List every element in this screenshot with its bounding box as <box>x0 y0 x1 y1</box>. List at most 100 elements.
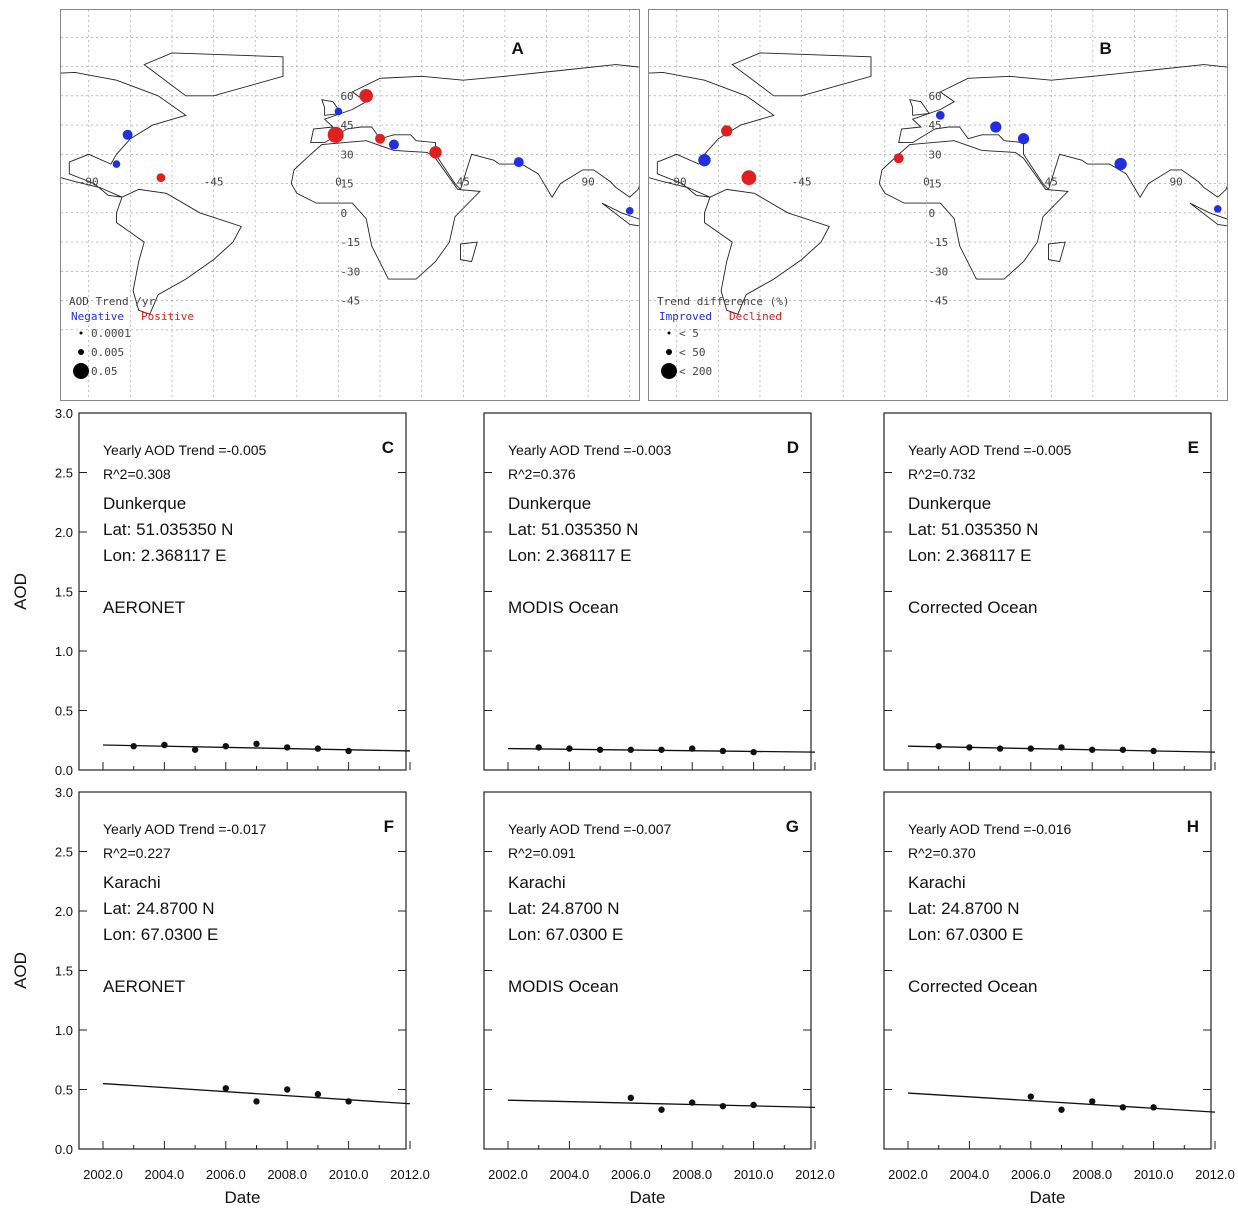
x-tick-label: 2002.0 <box>488 1167 528 1182</box>
legend-size-label: < 50 <box>679 346 706 359</box>
data-point <box>596 746 604 753</box>
site-lon: Lon: 2.368117 E <box>508 546 632 565</box>
y-axis-title: AOD <box>11 573 30 610</box>
lat-label: 15 <box>340 178 353 191</box>
coastline <box>116 188 242 315</box>
chart-panel-f: 0.0 0.5 1.0 1.5 2.0 2.5 3.0 2002.0 2004.0 2006.0 2… <box>11 785 430 1207</box>
data-point <box>284 744 291 751</box>
y-tick-label: 1.5 <box>55 585 73 600</box>
lat-label: 30 <box>340 148 353 161</box>
coastline <box>61 71 187 198</box>
trend-annotation: Yearly AOD Trend =-0.007 <box>508 821 672 837</box>
lon-label: 90 <box>582 176 595 189</box>
data-point <box>1089 746 1096 753</box>
coastline <box>1048 241 1066 263</box>
data-source: MODIS Ocean <box>508 977 619 996</box>
site-marker <box>156 173 166 183</box>
x-tick-label: 2008.0 <box>267 1167 307 1182</box>
data-point <box>1150 1104 1157 1111</box>
legend-size-label: < 5 <box>679 327 699 340</box>
site-lat: Lat: 51.035350 N <box>103 520 233 539</box>
world-map: -135-90-4504590135180604530150-15-30-45B… <box>649 10 1227 400</box>
r2-annotation: R^2=0.091 <box>508 845 576 861</box>
lat-label: 15 <box>928 178 941 191</box>
coastline <box>898 64 1227 199</box>
y-tick-label: 1.5 <box>55 964 73 979</box>
data-point <box>689 1099 696 1106</box>
data-point <box>658 746 665 753</box>
data-point <box>284 1086 291 1093</box>
site-lat: Lat: 24.8700 N <box>508 899 620 918</box>
trend-line <box>507 1099 816 1108</box>
y-tick-label: 2.5 <box>55 466 73 481</box>
site-marker <box>327 126 344 143</box>
trend-line <box>907 1092 1216 1113</box>
trend-annotation: Yearly AOD Trend =-0.017 <box>103 821 267 837</box>
legend-size-label: 0.05 <box>91 365 118 378</box>
chart-panel-g: 2002.0 2004.0 2006.0 2008.0 2010.0 2012.0 Year… <box>483 791 835 1207</box>
x-tick-label: 2002.0 <box>888 1167 928 1182</box>
data-point <box>750 1101 757 1109</box>
lat-label: 45 <box>340 119 353 132</box>
lon-label: 45 <box>457 176 470 189</box>
lat-label: -30 <box>340 265 360 278</box>
data-point <box>191 746 199 753</box>
site-name: Karachi <box>103 873 161 892</box>
lon-label: 0 <box>335 176 342 189</box>
data-point <box>719 1102 727 1110</box>
panel-label: C <box>382 438 394 457</box>
world-map: -135-90-4504590135180604530150-15-30-45A… <box>61 10 639 400</box>
lon-label: 45 <box>1045 176 1058 189</box>
lat-label: -15 <box>340 236 360 249</box>
lat-label: -15 <box>928 236 948 249</box>
x-tick-label: 2002.0 <box>83 1167 123 1182</box>
x-axis-title: Date <box>630 1188 666 1207</box>
site-marker <box>375 133 386 144</box>
site-marker <box>698 153 711 167</box>
lon-label: 90 <box>1170 176 1183 189</box>
site-marker <box>112 160 121 168</box>
trend-annotation: Yearly AOD Trend =-0.005 <box>908 442 1072 458</box>
lat-label: 45 <box>928 119 941 132</box>
legend-negative: Improved <box>659 310 712 323</box>
map-panel-a: -135-90-4504590135180604530150-15-30-45A… <box>60 9 640 401</box>
site-marker <box>625 207 634 215</box>
panel-label: D <box>787 438 799 457</box>
site-marker <box>513 157 524 168</box>
chart-panel-c: 0.0 0.5 1.0 1.5 2.0 2.5 3.0 Yearly AOD Trend =-… <box>11 406 411 778</box>
x-tick-label: 2008.0 <box>672 1167 712 1182</box>
data-point <box>1027 1093 1035 1100</box>
legend-title: Trend difference (%) <box>657 295 789 308</box>
y-tick-label: 0.0 <box>55 763 73 778</box>
legend-size-dot <box>667 331 671 335</box>
trend-annotation: Yearly AOD Trend =-0.016 <box>908 821 1072 837</box>
y-tick-label: 0.5 <box>55 1083 73 1098</box>
coastline <box>1189 202 1227 227</box>
panel-label: F <box>384 817 394 836</box>
data-source: AERONET <box>103 598 185 617</box>
site-marker <box>1114 157 1127 171</box>
data-point <box>1119 1104 1127 1111</box>
site-lat: Lat: 51.035350 N <box>908 520 1038 539</box>
legend-positive: Positive <box>141 310 194 323</box>
trend-annotation: Yearly AOD Trend =-0.005 <box>103 442 267 458</box>
site-marker <box>721 125 733 137</box>
coastline <box>878 140 1069 280</box>
trend-line <box>102 744 411 752</box>
y-tick-label: 0.0 <box>55 1142 73 1157</box>
x-tick-label: 2010.0 <box>329 1167 369 1182</box>
data-point <box>345 1098 352 1105</box>
trend-line <box>102 1082 411 1105</box>
x-axis-title: Date <box>1030 1188 1066 1207</box>
lat-label: 30 <box>928 148 941 161</box>
y-tick-label: 2.0 <box>55 904 73 919</box>
data-point <box>314 745 322 752</box>
r2-annotation: R^2=0.227 <box>103 845 171 861</box>
map-grid <box>61 10 639 400</box>
x-tick-label: 2008.0 <box>1072 1167 1112 1182</box>
site-marker <box>1213 205 1222 213</box>
x-tick-label: 2006.0 <box>206 1167 246 1182</box>
lat-label: -45 <box>928 295 948 308</box>
r2-annotation: R^2=0.376 <box>508 466 576 482</box>
data-point <box>566 745 573 752</box>
